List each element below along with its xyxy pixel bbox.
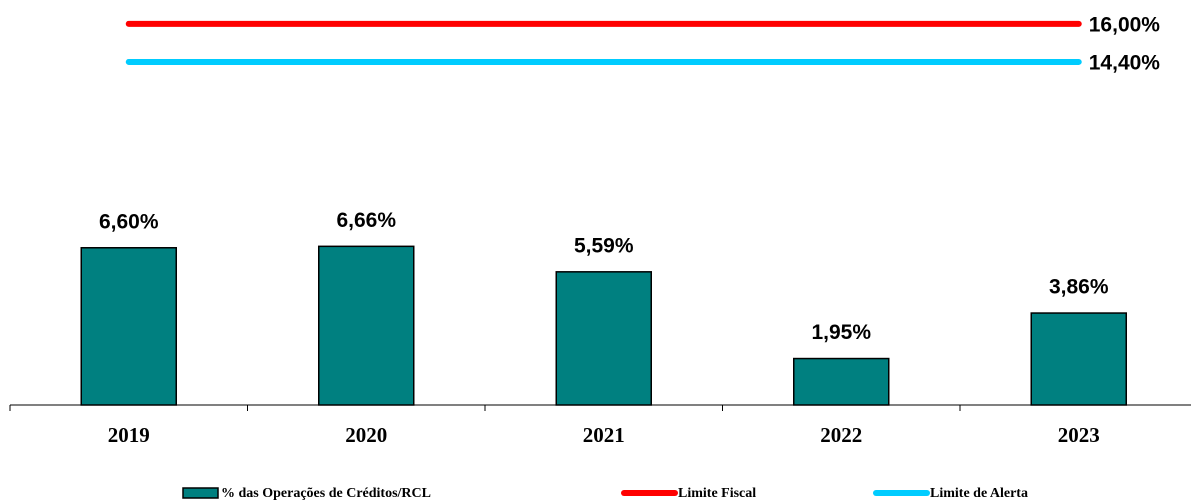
value-label: 5,59% bbox=[574, 234, 634, 257]
legend-label: % das Operações de Créditos/RCL bbox=[221, 486, 431, 501]
x-tick-label: 2021 bbox=[583, 423, 625, 447]
legend-swatch bbox=[182, 487, 219, 499]
value-label: 3,86% bbox=[1049, 276, 1109, 299]
value-label: 6,66% bbox=[336, 209, 396, 232]
value-label: 16,00% bbox=[1089, 13, 1161, 36]
x-tick-label: 2020 bbox=[345, 423, 387, 447]
value-label: 1,95% bbox=[811, 321, 871, 344]
x-tick-label: 2022 bbox=[820, 423, 862, 447]
bar bbox=[1030, 312, 1127, 406]
bar bbox=[793, 357, 890, 406]
legend-label: Limite de Alerta bbox=[930, 486, 1028, 501]
legend-label: Limite Fiscal bbox=[678, 486, 756, 501]
x-tick-label: 2019 bbox=[108, 423, 150, 447]
bar bbox=[80, 247, 177, 406]
bar bbox=[318, 245, 415, 406]
value-label: 14,40% bbox=[1089, 51, 1161, 74]
bar bbox=[555, 271, 652, 406]
x-tick-label: 2023 bbox=[1058, 423, 1100, 447]
value-label: 6,60% bbox=[99, 210, 159, 233]
